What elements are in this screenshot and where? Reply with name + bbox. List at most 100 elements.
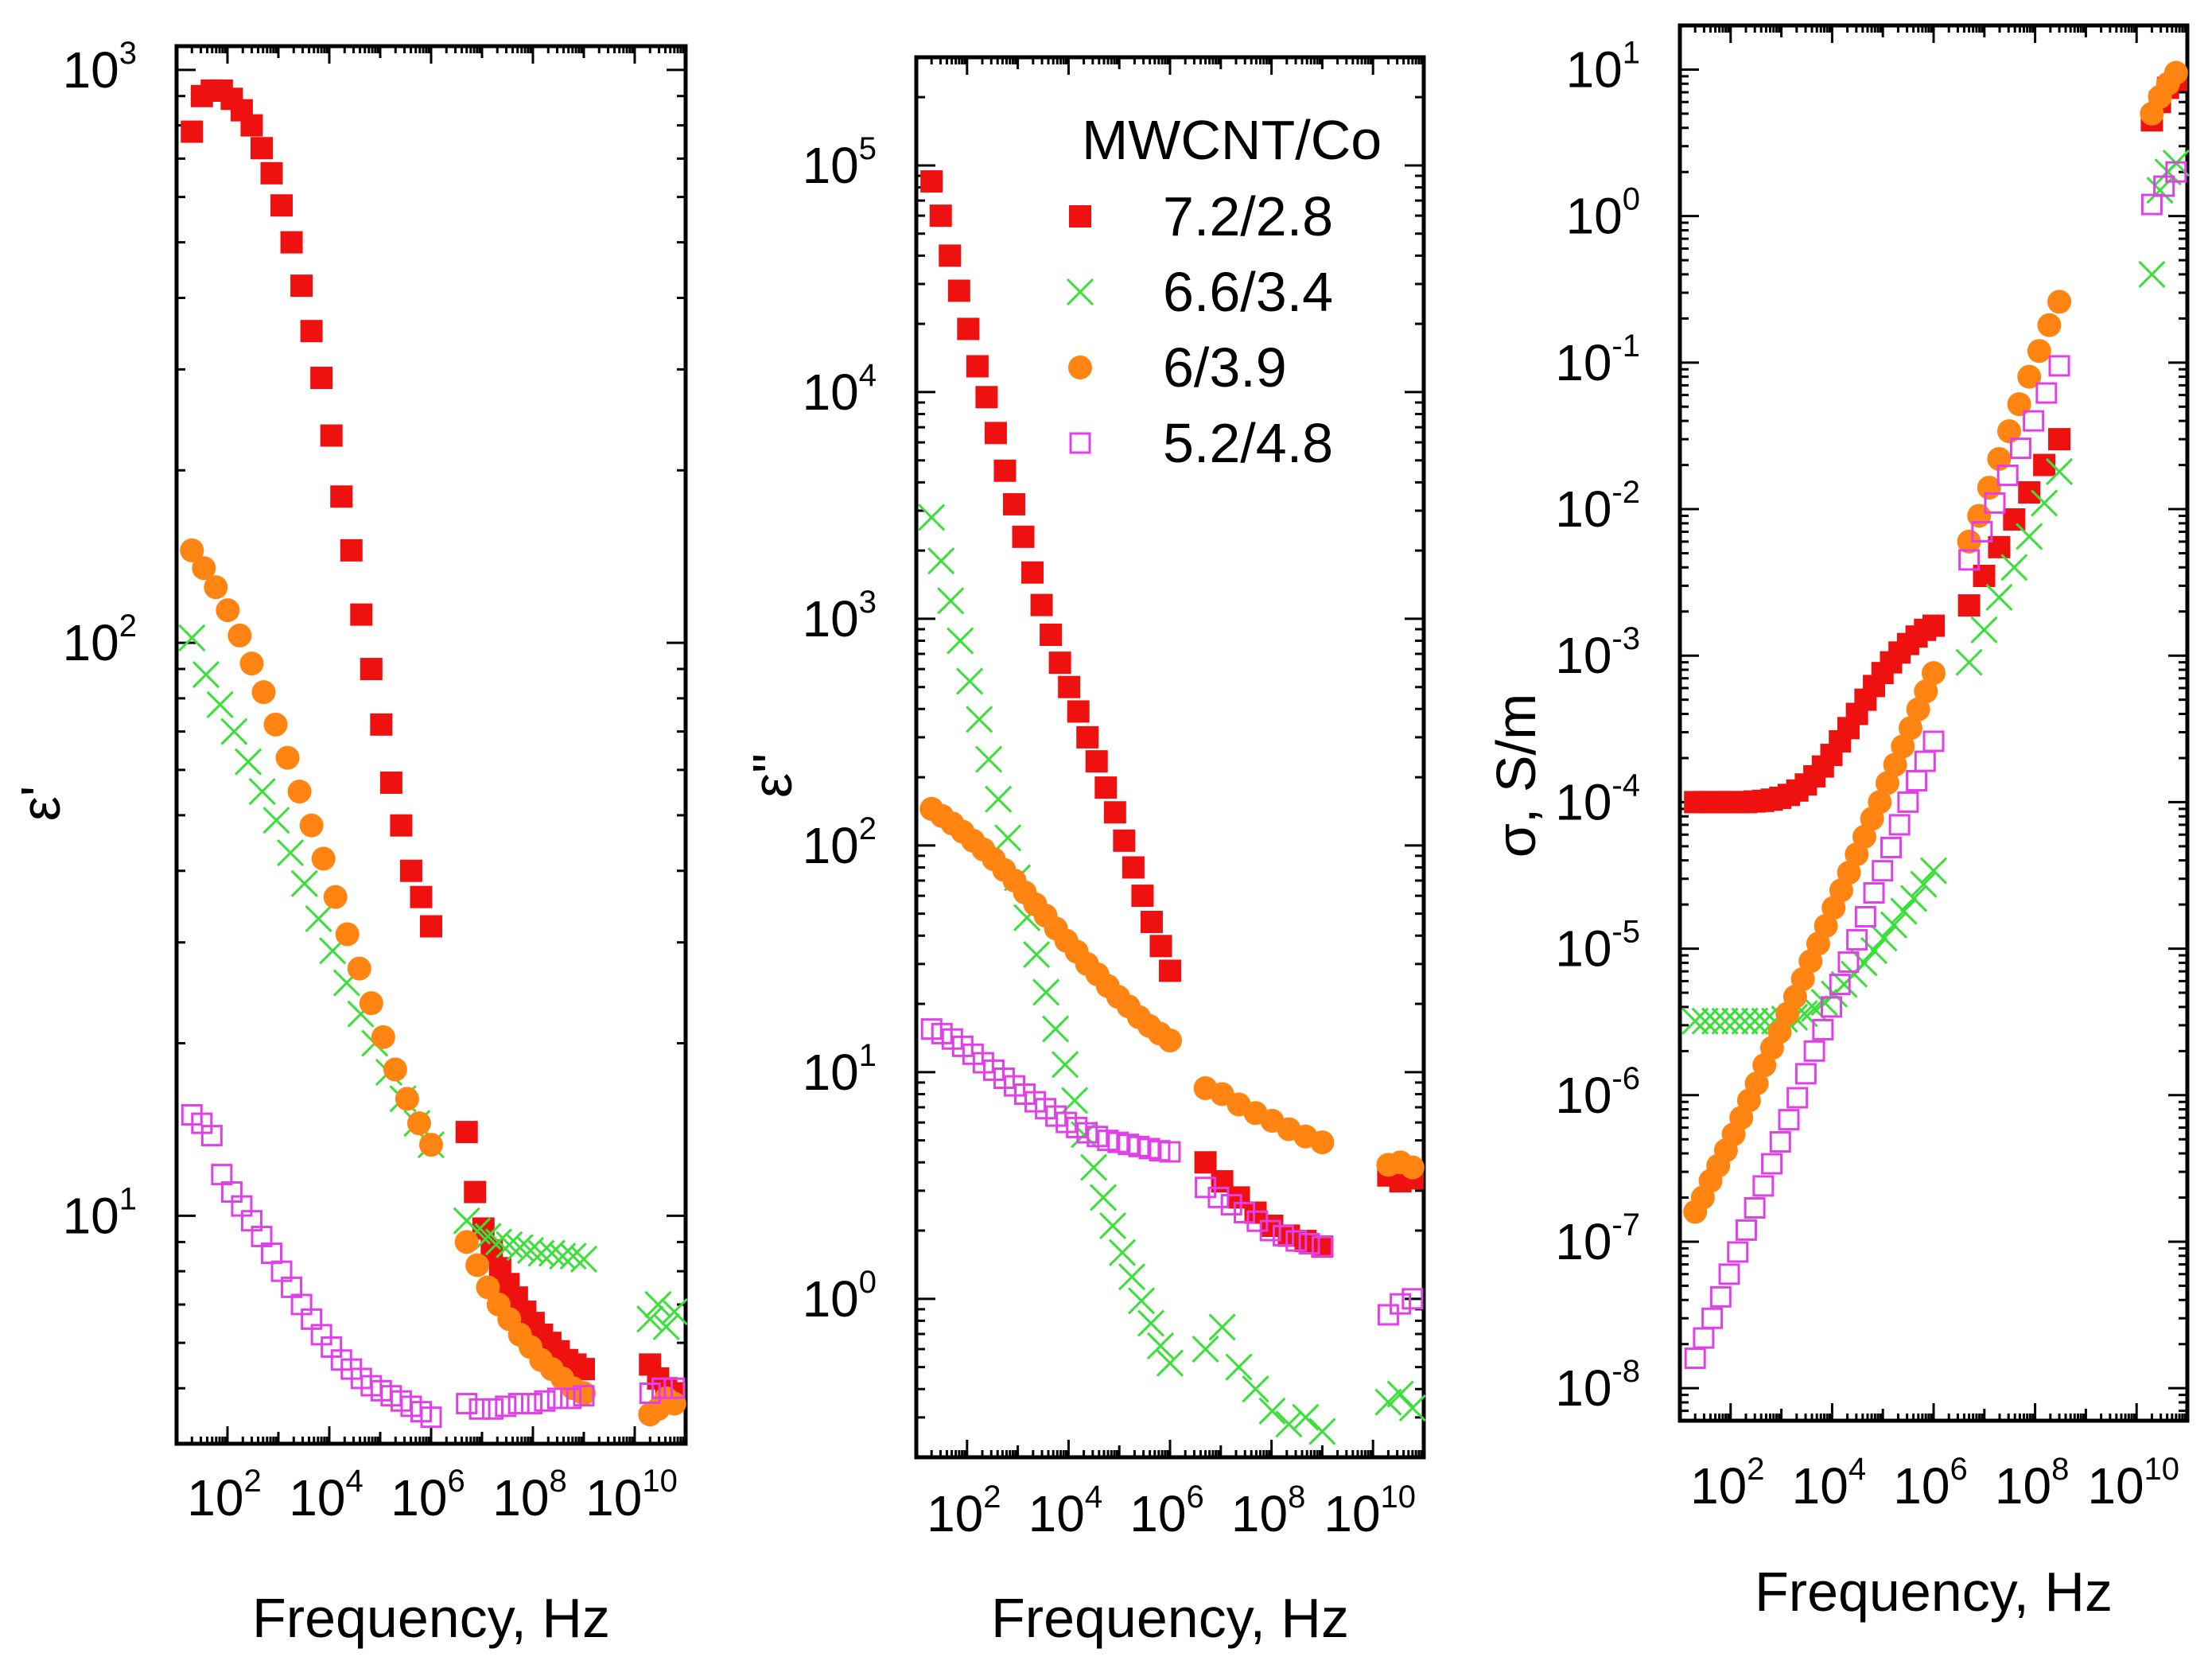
data-point: [920, 170, 943, 193]
data-point: [1897, 791, 1919, 813]
data-point: [957, 317, 980, 340]
data-point: [379, 771, 402, 794]
data-point: [985, 785, 1013, 813]
data-point: [1137, 1309, 1165, 1337]
data-point: [260, 161, 283, 185]
y-tick-label: 102: [803, 811, 877, 874]
data-point: [636, 1305, 664, 1333]
data-point: [1108, 1239, 1137, 1266]
data-point: [1122, 856, 1145, 879]
legend-marker: [1066, 278, 1094, 306]
plot-area: [178, 79, 688, 1429]
data-point: [534, 1390, 556, 1412]
data-point: [1891, 734, 1915, 759]
y-axis-title: ε': [10, 786, 72, 822]
x-tick-label: 106: [1893, 1452, 1967, 1515]
data-point: [560, 1387, 582, 1410]
data-point: [1094, 776, 1118, 799]
y-tick-label: 103: [63, 36, 137, 99]
y-tick-label: 101: [803, 1038, 877, 1101]
data-point: [1837, 861, 1861, 885]
data-point: [2000, 554, 2028, 581]
data-point: [1803, 1040, 1825, 1062]
data-point: [1208, 1313, 1236, 1341]
data-point: [506, 1234, 534, 1262]
data-point: [1207, 1186, 1230, 1208]
data-point: [1701, 1007, 1729, 1035]
data-point: [1308, 1418, 1336, 1445]
data-point: [216, 598, 240, 623]
data-point: [1067, 700, 1090, 723]
data-point: [1052, 1051, 1079, 1079]
x-tick-label: 108: [1231, 1480, 1305, 1542]
series-6-3-9: [919, 796, 1425, 1180]
data-point: [1794, 1063, 1817, 1085]
data-point: [975, 745, 1003, 773]
data-point: [1880, 836, 1902, 858]
data-point: [287, 780, 312, 804]
data-point: [2048, 355, 2070, 377]
data-point: [399, 859, 422, 882]
data-point: [1023, 941, 1051, 969]
data-point: [420, 915, 442, 938]
data-point: [1156, 1349, 1184, 1377]
x-axis-title: Frequency, Hz: [1755, 1561, 2113, 1623]
data-point: [1158, 1028, 1182, 1052]
data-point: [1103, 801, 1126, 824]
data-point: [1922, 614, 1945, 637]
data-point: [1048, 651, 1071, 675]
data-point: [1021, 561, 1044, 584]
data-point: [1030, 593, 1053, 616]
data-point: [1846, 928, 1868, 951]
data-point: [262, 807, 290, 834]
data-point: [350, 603, 373, 626]
data-point: [2037, 313, 2062, 337]
data-point: [395, 1087, 419, 1111]
data-point: [1868, 790, 1892, 815]
data-point: [1914, 679, 1938, 704]
data-point: [929, 204, 952, 228]
data-point: [1220, 1194, 1242, 1216]
data-point: [1149, 935, 1172, 958]
data-point: [521, 1393, 543, 1415]
data-point: [2017, 364, 2042, 389]
data-point: [1996, 465, 2019, 487]
data-point: [2003, 508, 2026, 531]
data-point: [2140, 193, 2163, 216]
data-point: [263, 712, 288, 737]
series-6-6-3-4: [1681, 149, 2190, 1035]
data-point: [939, 244, 962, 267]
data-point: [1888, 814, 1911, 836]
data-point: [1192, 1335, 1219, 1363]
data-point: [1806, 931, 1830, 956]
data-point: [1814, 913, 1838, 938]
y-tick-label: 103: [803, 585, 877, 648]
data-point: [1718, 1263, 1740, 1285]
data-point: [1767, 1020, 1792, 1044]
data-point: [1890, 897, 1918, 925]
data-point: [1769, 1130, 1791, 1153]
data-point: [984, 422, 1007, 445]
x-tick-label: 106: [1129, 1480, 1203, 1542]
data-point: [1870, 924, 1898, 952]
x-tick-label: 104: [1792, 1452, 1866, 1515]
data-point: [966, 706, 993, 733]
data-point: [1910, 870, 1938, 898]
legend-marker: [1069, 432, 1091, 454]
data-point: [1292, 1403, 1320, 1431]
data-point: [275, 745, 300, 770]
data-point: [1127, 1287, 1156, 1315]
data-point: [2009, 438, 2031, 460]
data-point: [192, 556, 216, 581]
data-point: [2153, 175, 2175, 197]
data-point: [1880, 911, 1908, 939]
data-point: [1752, 1175, 1775, 1197]
y-tick-label: 100: [803, 1265, 877, 1328]
data-point: [204, 575, 228, 600]
data-point: [966, 355, 989, 378]
data-point: [410, 885, 433, 908]
x-tick-label: 102: [1690, 1452, 1764, 1515]
data-point: [310, 367, 333, 390]
data-point: [1085, 750, 1108, 773]
